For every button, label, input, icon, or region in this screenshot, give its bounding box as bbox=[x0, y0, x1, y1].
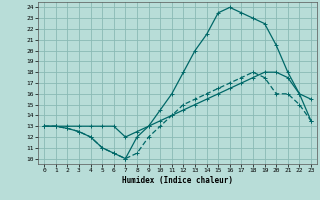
X-axis label: Humidex (Indice chaleur): Humidex (Indice chaleur) bbox=[122, 176, 233, 185]
